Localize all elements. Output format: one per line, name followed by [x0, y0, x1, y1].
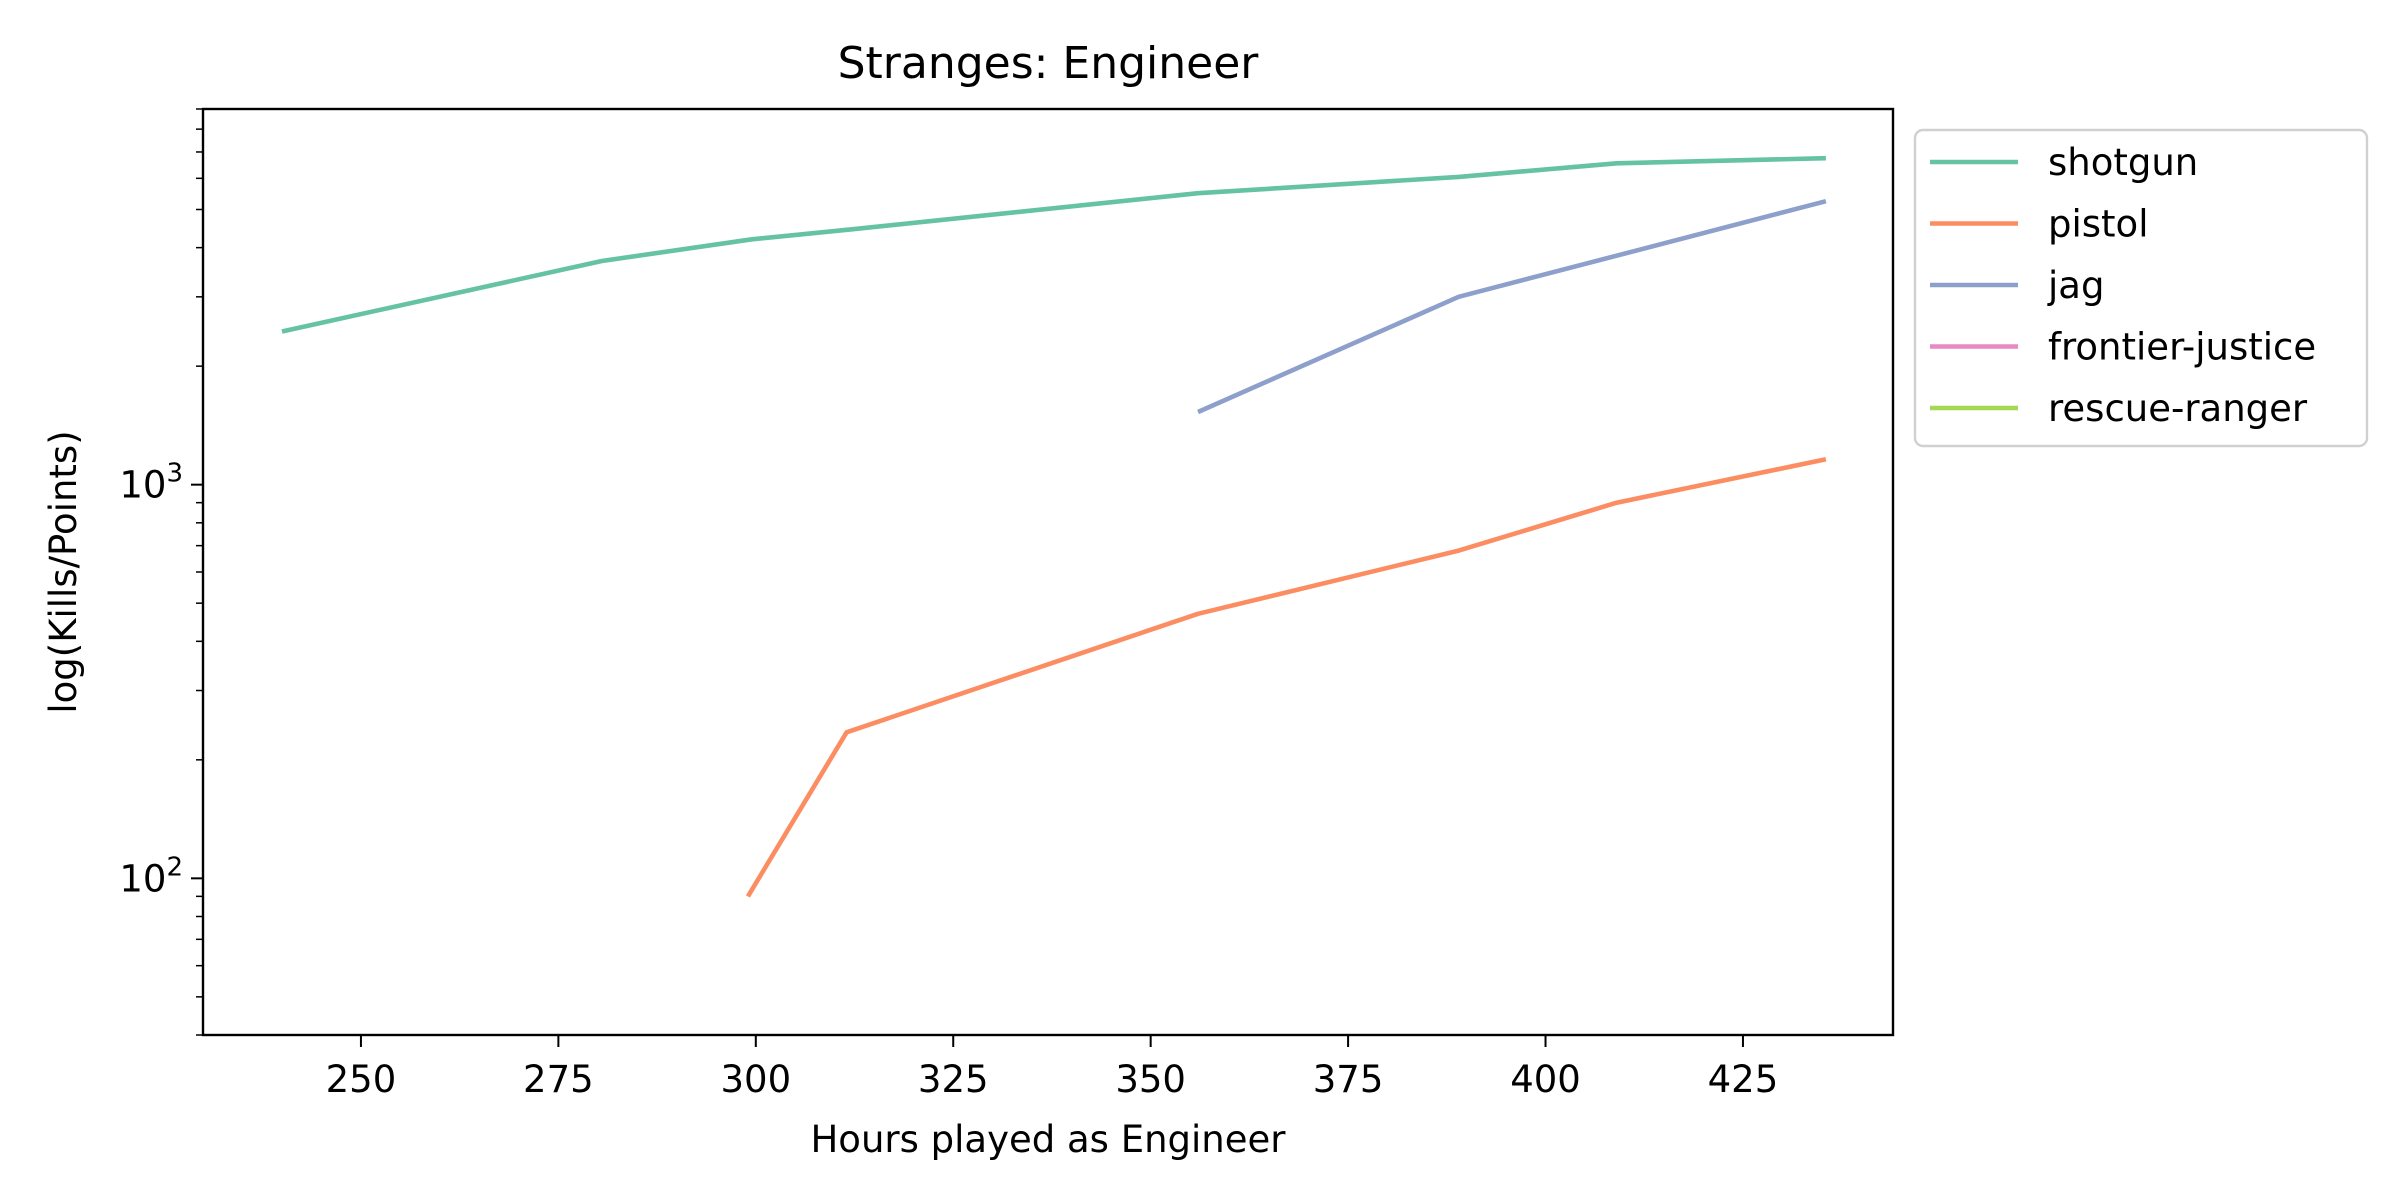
x-tick-label: 300 — [720, 1058, 791, 1101]
y-axis-label: log(Kills/Points) — [42, 430, 85, 713]
y-tick-label: 102 — [119, 852, 183, 900]
x-tick-label: 350 — [1115, 1058, 1186, 1101]
x-tick-label: 250 — [326, 1058, 397, 1101]
x-tick-label: 275 — [523, 1058, 594, 1101]
legend-label-rescue-ranger: rescue-ranger — [2048, 387, 2308, 430]
x-tick-label: 375 — [1313, 1058, 1384, 1101]
x-axis-ticks: 250 275 300 325 350 375 400 425 — [326, 1035, 1779, 1101]
legend: shotgun pistol jag frontier-justice rescue-r… — [1913, 128, 2369, 448]
x-tick-label: 425 — [1708, 1058, 1779, 1101]
y-axis-ticks: 102 103 — [119, 108, 203, 1036]
legend-frame — [1913, 128, 2369, 448]
series-line-shotgun — [281, 155, 1826, 334]
legend-label-pistol: pistol — [2048, 203, 2148, 246]
legend-label-frontier-justice: frontier-justice — [2048, 326, 2316, 369]
x-tick-label: 325 — [918, 1058, 989, 1101]
chart-title: Stranges: Engineer — [838, 38, 1260, 89]
x-tick-label: 400 — [1510, 1058, 1581, 1101]
series-line-jag — [1197, 198, 1827, 415]
series-lines — [281, 155, 1827, 898]
x-axis-label: Hours played as Engineer — [810, 1118, 1286, 1161]
plot-frame — [201, 107, 1895, 1037]
legend-label-jag: jag — [2047, 264, 2104, 307]
y-tick-label: 103 — [119, 459, 183, 507]
series-line-pistol — [745, 457, 1827, 898]
legend-label-shotgun: shotgun — [2048, 141, 2198, 184]
